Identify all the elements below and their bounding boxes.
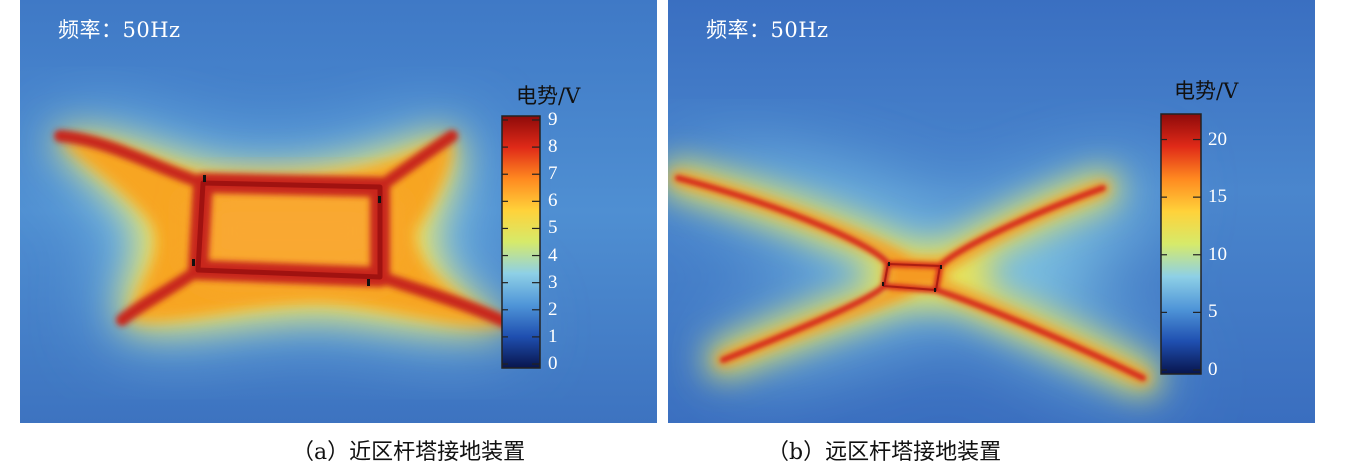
colorbar-tick-label: 15 [1208, 186, 1227, 208]
colorbar-a-title: 电势/V [516, 84, 581, 108]
colorbar-b-ticks [1161, 138, 1201, 371]
colorbar-tick-label: 0 [548, 353, 558, 374]
colorbar-tick-label: 1 [548, 325, 558, 347]
colorbar-b-bar [1160, 113, 1202, 375]
frequency-annotation-a: 频率：50Hz [58, 18, 181, 42]
colorbar-a-bar [501, 115, 541, 369]
colorbar-a [501, 115, 541, 369]
heatmap-b-electrodes [882, 262, 942, 292]
heatmap-a-electrodes [192, 175, 381, 286]
colorbar-tick-label: 5 [1208, 301, 1218, 323]
colorbar-tick-label: 4 [548, 244, 558, 266]
heatmap-panel-a: 频率：50Hz [20, 0, 657, 423]
heatmap-a-plot [20, 0, 657, 423]
colorbar-tick-label: 10 [1208, 243, 1227, 265]
colorbar-tick-label: 3 [548, 271, 558, 293]
panel-a-caption: （a）近区杆塔接地装置 [292, 440, 526, 465]
colorbar-tick-label: 9 [548, 109, 558, 130]
colorbar-tick-label: 0 [1208, 359, 1218, 380]
frequency-annotation-b: 频率：50Hz [706, 18, 829, 42]
heatmap-b-plot [668, 0, 1315, 423]
heatmap-panel-b: 频率：50Hz [668, 0, 1315, 423]
colorbar-tick-label: 2 [548, 298, 558, 320]
colorbar-tick-label: 5 [548, 217, 558, 239]
colorbar-b-title: 电势/V [1174, 79, 1239, 103]
colorbar-a-ticks [502, 119, 540, 365]
heatmap-a-ring-core [195, 180, 383, 280]
colorbar-tick-label: 20 [1208, 128, 1227, 150]
colorbar-tick-label: 6 [548, 190, 558, 212]
colorbar-tick-label: 7 [548, 163, 558, 185]
colorbar-b [1160, 113, 1202, 375]
panel-b-caption: （b）远区杆塔接地装置 [767, 440, 1002, 465]
heatmap-a-plateau [195, 185, 390, 277]
colorbar-tick-label: 8 [548, 136, 558, 158]
